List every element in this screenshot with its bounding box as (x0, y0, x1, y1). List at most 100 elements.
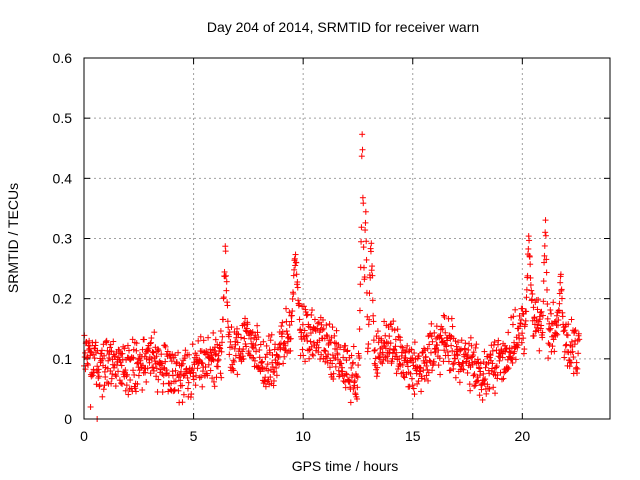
data-point (553, 330, 560, 337)
data-point (470, 349, 477, 356)
data-point (175, 349, 182, 356)
data-point (369, 263, 376, 270)
data-point (477, 360, 484, 367)
data-point (243, 343, 250, 350)
data-point (223, 278, 230, 285)
data-point (439, 325, 446, 332)
data-point (403, 359, 410, 366)
data-point (279, 333, 286, 340)
data-point (452, 355, 459, 362)
data-point (374, 328, 381, 335)
data-point (425, 377, 432, 384)
data-point (332, 363, 339, 370)
data-point (387, 321, 394, 328)
data-point (527, 281, 534, 288)
data-point (123, 373, 130, 380)
data-point (307, 330, 314, 337)
data-point (452, 338, 459, 345)
data-point (358, 238, 365, 245)
data-point (113, 373, 120, 380)
data-point (323, 332, 330, 339)
data-point (212, 336, 219, 343)
data-point (453, 351, 460, 358)
data-point (279, 319, 286, 326)
data-point (241, 322, 248, 329)
data-point (440, 358, 447, 365)
data-point (443, 343, 450, 350)
data-point (544, 315, 551, 322)
data-point (418, 388, 425, 395)
data-point (262, 383, 269, 390)
data-point (281, 339, 288, 346)
data-point (104, 379, 111, 386)
data-point (340, 354, 347, 361)
data-point (424, 345, 431, 352)
data-point (214, 357, 221, 364)
data-point (112, 371, 119, 378)
data-point (122, 387, 129, 394)
data-point (362, 227, 369, 234)
data-point (550, 299, 557, 306)
data-point (561, 327, 568, 334)
data-point (440, 312, 447, 319)
x-tick-label: 5 (190, 428, 198, 444)
data-point (490, 384, 497, 391)
data-point (269, 363, 276, 370)
data-point (434, 342, 441, 349)
data-point (273, 364, 280, 371)
data-point (245, 348, 252, 355)
data-point (179, 399, 186, 406)
data-point (428, 333, 435, 340)
data-point (106, 344, 113, 351)
data-point (241, 335, 248, 342)
data-point (511, 348, 518, 355)
data-point (239, 353, 246, 360)
data-point (287, 347, 294, 354)
data-point (172, 352, 179, 359)
data-point (98, 347, 105, 354)
data-point (505, 365, 512, 372)
data-point (288, 318, 295, 325)
data-point (242, 315, 249, 322)
data-point (326, 321, 333, 328)
data-point (297, 326, 304, 333)
data-point (354, 384, 361, 391)
data-point (521, 346, 528, 353)
data-point (523, 294, 530, 301)
data-point (169, 372, 176, 379)
data-point (107, 341, 114, 348)
data-point (260, 338, 267, 345)
data-point (205, 361, 212, 368)
data-point (510, 313, 517, 320)
data-point (480, 370, 487, 377)
data-point (350, 359, 357, 366)
data-point (308, 312, 315, 319)
data-point (457, 347, 464, 354)
data-point (395, 366, 402, 373)
data-point (87, 403, 94, 410)
data-point (518, 339, 525, 346)
data-point (291, 255, 298, 262)
x-tick-label: 15 (405, 428, 421, 444)
data-point (101, 352, 108, 359)
data-point (481, 348, 488, 355)
data-point (455, 339, 462, 346)
data-point (160, 380, 167, 387)
data-point (469, 361, 476, 368)
data-point (118, 362, 125, 369)
data-point (366, 316, 373, 323)
data-point (369, 272, 376, 279)
data-point (222, 248, 229, 255)
data-point (223, 272, 230, 279)
data-point (315, 319, 322, 326)
data-point (453, 343, 460, 350)
data-point (267, 374, 274, 381)
data-point (435, 347, 442, 354)
data-point (389, 326, 396, 333)
data-point (426, 341, 433, 348)
data-point (360, 200, 367, 207)
data-point (571, 328, 578, 335)
data-point (130, 367, 137, 374)
data-point (320, 316, 327, 323)
data-point (456, 379, 463, 386)
